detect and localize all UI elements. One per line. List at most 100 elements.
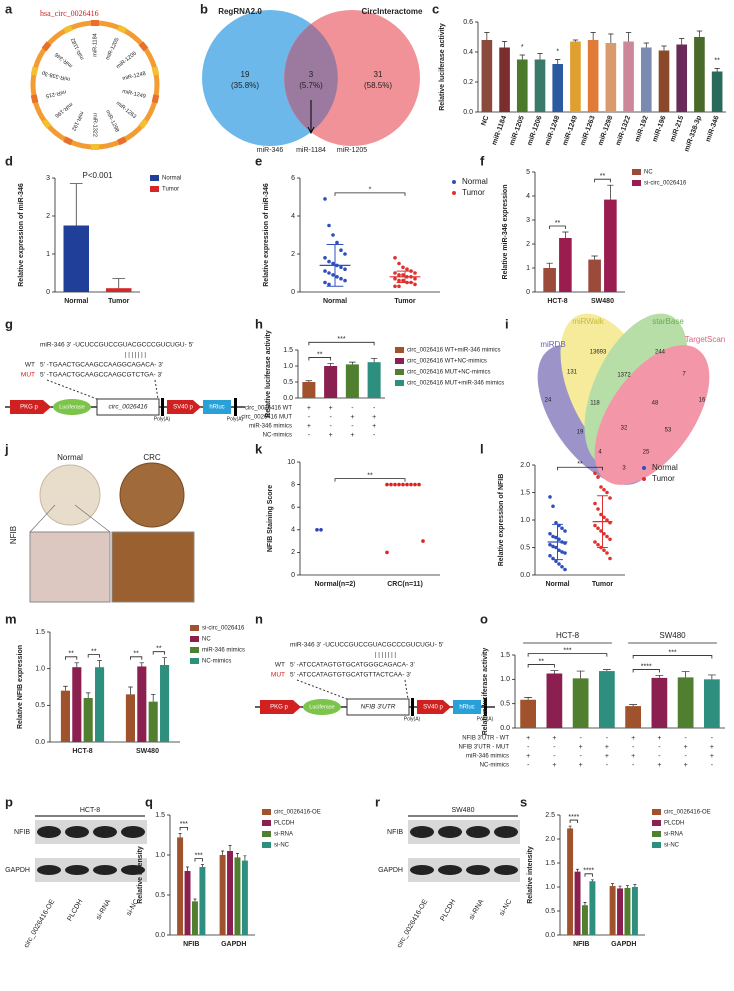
table-cell: -: [579, 753, 582, 760]
panel-label: e: [255, 153, 262, 168]
significance-label: ***: [337, 336, 345, 343]
significance-label: **: [539, 658, 545, 665]
legend-label: PLCDH: [664, 821, 684, 827]
error-bar: [162, 657, 167, 665]
mut-label: MUT: [271, 672, 285, 679]
bar: [234, 857, 241, 935]
panel-label: g: [5, 316, 13, 331]
y-tick-label: 2.0: [520, 462, 530, 469]
bar: [520, 699, 536, 728]
x-tick-label: miR-338-3p: [684, 115, 703, 153]
bar: [106, 288, 132, 292]
panel-label: f: [480, 153, 485, 168]
significance-label: **: [577, 461, 583, 468]
y-tick-label: 0.4: [463, 49, 473, 56]
wt-label: WT: [25, 362, 35, 369]
point: [593, 471, 597, 476]
error-bar: [562, 231, 569, 238]
point: [397, 482, 401, 487]
point: [335, 240, 339, 245]
point: [397, 261, 401, 266]
bar: [617, 888, 624, 935]
point: [331, 273, 335, 277]
lane-label: si-NC: [499, 898, 514, 917]
point: [393, 271, 397, 275]
bar: [587, 40, 599, 112]
y-tick-label: 4: [526, 193, 530, 200]
point: [393, 482, 397, 487]
cell-line: HCT-8: [80, 807, 100, 814]
legend-label: circ_0026416-OE: [664, 810, 711, 816]
error-bar: [602, 669, 611, 672]
y-tick-label: 0.5: [500, 701, 510, 708]
error-bar: [618, 885, 622, 889]
bar: [534, 59, 546, 112]
zoom-line: [29, 504, 111, 533]
point: [401, 278, 405, 283]
panel-label: c: [432, 1, 439, 16]
point: [608, 537, 612, 542]
point: [409, 482, 413, 487]
x-tick-label: Normal(n=2): [314, 581, 355, 588]
bar: [609, 886, 616, 935]
venn-count: 4: [598, 450, 602, 456]
venn-set: [594, 345, 710, 485]
y-tick-label: 1.0: [500, 676, 510, 683]
point: [551, 544, 555, 549]
panel-label: k: [255, 441, 263, 456]
mirna-label: miR-1182: [70, 37, 86, 61]
y-tick-label: 0.0: [545, 932, 555, 939]
table-cell: -: [308, 414, 311, 421]
x-tick-label: miR-1184: [491, 115, 508, 146]
significance-label: **: [555, 220, 561, 227]
point: [593, 501, 597, 506]
venn-count: 25: [643, 450, 650, 456]
y-tick-label: 0.0: [155, 932, 165, 939]
lane-label: PLCDH: [66, 898, 84, 922]
significance-label: **: [133, 651, 139, 658]
binding-site: [30, 94, 39, 104]
tissue-core: [119, 462, 185, 528]
terminator: [234, 398, 237, 416]
point: [405, 267, 409, 272]
legend-swatch: [652, 820, 661, 826]
point: [548, 495, 552, 499]
y-tick-label: 8: [291, 481, 295, 488]
tissue-core: [39, 464, 101, 526]
error-bar: [576, 868, 580, 872]
legend-label: PLCDH: [274, 821, 294, 827]
bar: [640, 47, 652, 112]
bar: [588, 259, 601, 292]
promoter-label: PKG p: [270, 705, 288, 711]
y-tick-label: 1.5: [545, 860, 555, 867]
significance-bracket: [130, 656, 143, 660]
table-cell: -: [553, 753, 556, 760]
significance-bracket: [152, 651, 165, 655]
wt-label: WT: [275, 662, 285, 669]
bar: [589, 881, 596, 935]
panel-label: a: [5, 1, 13, 16]
significance-label: ****: [583, 868, 594, 875]
panel-label: p: [5, 794, 13, 809]
bar: [241, 860, 248, 935]
binding-site: [91, 20, 99, 26]
point: [413, 276, 417, 281]
panel-label: s: [520, 794, 527, 809]
x-tick-label: miR-1298: [597, 115, 614, 147]
y-tick-label: 2: [46, 213, 50, 220]
table-cell: +: [329, 405, 333, 412]
bar: [160, 665, 170, 742]
blot-band: [93, 826, 117, 838]
venn-count: 1372: [617, 373, 631, 379]
error-bar: [625, 885, 629, 888]
table-cell: +: [350, 414, 354, 421]
table-cell: +: [526, 735, 530, 742]
error-bar: [611, 883, 615, 887]
y-axis-label: Relative expression of NFIB: [498, 474, 505, 567]
x-tick-label: Normal: [323, 298, 347, 305]
y-tick-label: 0.6: [463, 19, 473, 26]
error-bar: [550, 670, 559, 674]
significance-bracket: [527, 653, 608, 657]
x-tick-label: miR-1322: [615, 115, 632, 147]
base-pairs: | | | | | | |: [375, 653, 396, 659]
